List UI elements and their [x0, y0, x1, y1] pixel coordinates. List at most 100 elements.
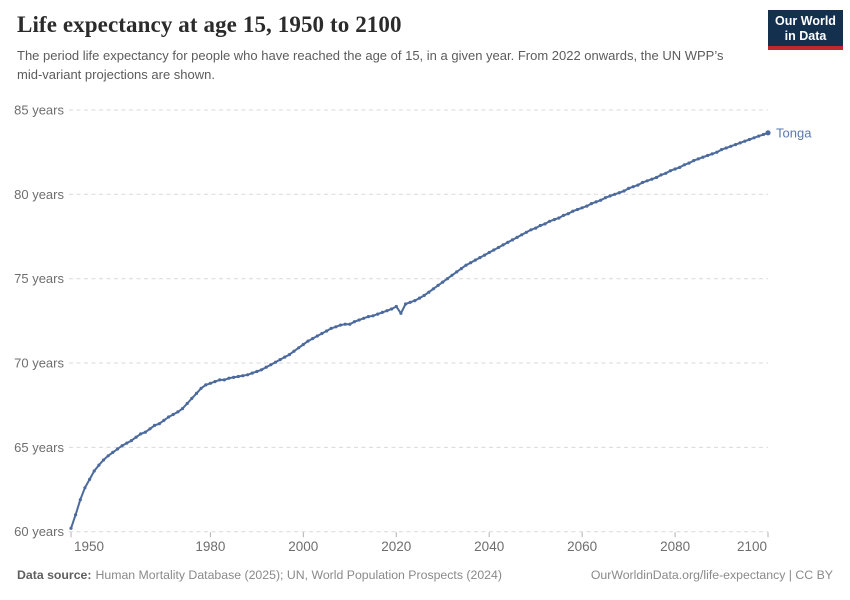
series-point [218, 378, 222, 382]
x-tick-label: 1950 [74, 539, 104, 554]
series-point [241, 374, 245, 378]
series-point [213, 380, 217, 384]
series-point [455, 270, 459, 274]
x-tick-label: 2080 [660, 539, 690, 554]
x-tick-label: 1980 [195, 539, 225, 554]
series-point [520, 233, 524, 237]
y-tick-label: 65 years [14, 440, 64, 455]
series-point [88, 477, 92, 481]
series-point [492, 248, 496, 252]
series-point [129, 439, 133, 443]
license-link[interactable]: OurWorldinData.org/life-expectancy | CC … [590, 568, 833, 582]
series-point [594, 200, 598, 204]
series-point [404, 302, 408, 306]
series-point [524, 230, 529, 234]
series-point [640, 180, 645, 185]
series-point [571, 209, 575, 213]
series-point [431, 287, 435, 291]
series-point [478, 256, 482, 260]
series-point [236, 374, 240, 379]
series-point [101, 458, 106, 462]
owid-logo[interactable]: Our World in Data [768, 10, 843, 50]
series-point [692, 159, 696, 163]
series-point [148, 427, 152, 431]
data-source-label: Data source: [17, 568, 92, 582]
series-point [738, 141, 742, 145]
series-point [631, 185, 635, 189]
series-point [613, 192, 617, 196]
series-point [501, 243, 505, 247]
series-point [585, 204, 589, 208]
series-point [278, 358, 282, 362]
series-point [287, 353, 291, 357]
series-point [376, 312, 380, 316]
series-point [222, 378, 226, 382]
series-point [315, 334, 319, 338]
series-point [682, 163, 687, 167]
series-point [445, 277, 449, 281]
series-point [283, 355, 287, 359]
series-point [441, 280, 445, 284]
y-tick-label: 60 years [14, 524, 64, 539]
series-point [706, 153, 710, 158]
y-tick-label: 80 years [14, 187, 64, 202]
series-point [306, 339, 310, 343]
series-point [338, 323, 343, 327]
series-point [259, 368, 264, 372]
series-point [599, 198, 603, 202]
series-point [269, 363, 273, 367]
series-point [636, 183, 640, 187]
series-point [292, 349, 296, 353]
series-point [543, 222, 547, 226]
series-point [74, 513, 78, 517]
series-point [297, 346, 301, 350]
series-point [190, 396, 194, 400]
series-point [362, 316, 366, 320]
series-point [473, 258, 477, 262]
series-point [515, 235, 519, 239]
series-point [366, 315, 370, 319]
series-point [413, 299, 417, 303]
series-point [659, 173, 663, 177]
chart-subtitle: The period life expectancy for people wh… [17, 48, 724, 82]
series-point [701, 155, 705, 159]
series-point [548, 219, 552, 223]
series-point [483, 253, 487, 257]
series-point [111, 450, 115, 454]
series-point [422, 293, 426, 298]
series-point [115, 447, 120, 451]
series-point [603, 196, 608, 200]
series-point [83, 486, 87, 490]
series-point [757, 134, 761, 138]
series-point [719, 148, 724, 152]
series-point [487, 250, 491, 255]
series-point [450, 273, 454, 277]
series-point [534, 226, 538, 230]
series-point [408, 300, 412, 304]
series-point [561, 213, 566, 217]
series-point [311, 337, 315, 341]
series-label-tonga[interactable]: Tonga [776, 125, 812, 140]
series-point [538, 223, 542, 228]
series-point [334, 325, 338, 329]
series-point [752, 136, 756, 140]
data-source-note: Data source: Human Mortality Database (20… [17, 568, 502, 582]
series-point [329, 326, 333, 330]
chart-title: Life expectancy at age 15, 1950 to 2100 [17, 12, 402, 37]
series-point [427, 290, 431, 294]
series-point [246, 373, 250, 377]
series-point [724, 146, 728, 150]
series-point [496, 245, 501, 250]
x-tick-label: 2000 [288, 539, 318, 554]
series-line-tonga[interactable] [70, 131, 769, 530]
series-point [654, 175, 659, 180]
series-point [715, 150, 719, 154]
series-point [106, 454, 110, 458]
series-point [557, 216, 561, 220]
series-point [255, 369, 259, 374]
series-point [301, 342, 305, 347]
series-point [143, 430, 147, 434]
owid-logo-line1: Our World [775, 14, 836, 28]
series-point [645, 179, 649, 183]
